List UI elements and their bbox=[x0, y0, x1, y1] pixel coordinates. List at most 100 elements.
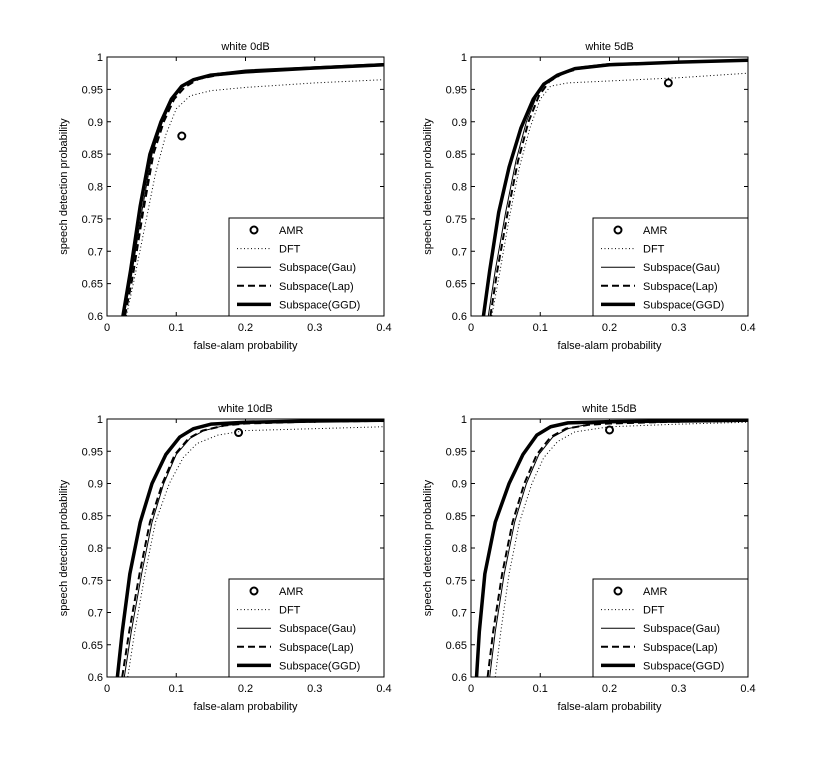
y-tick-label: 0.85 bbox=[446, 149, 467, 161]
series-layer bbox=[121, 62, 384, 316]
y-tick-label: 0.75 bbox=[82, 214, 103, 226]
y-tick-label: 0.9 bbox=[88, 479, 103, 491]
amr-marker bbox=[663, 78, 673, 88]
chart-title: white 0dB bbox=[220, 41, 269, 53]
y-axis-label: speech detection probability bbox=[422, 479, 434, 616]
chart-title: white 5dB bbox=[584, 41, 633, 53]
x-axis-label: false-alam probability bbox=[194, 340, 298, 352]
series-line-dft bbox=[125, 79, 384, 316]
y-tick-label: 0.8 bbox=[88, 543, 103, 555]
legend-label: Subspace(Lap) bbox=[643, 281, 718, 293]
y-tick-label: 0.95 bbox=[82, 84, 103, 96]
y-tick-label: 0.8 bbox=[88, 182, 103, 194]
y-tick-label: 0.8 bbox=[452, 182, 467, 194]
y-tick-label: 0.6 bbox=[88, 311, 103, 323]
legend-label: Subspace(Lap) bbox=[279, 281, 354, 293]
legend-label: Subspace(Gau) bbox=[279, 623, 356, 635]
amr-marker bbox=[234, 428, 244, 438]
legend-label: DFT bbox=[643, 605, 665, 617]
legend-label: AMR bbox=[279, 225, 304, 237]
legend-label: Subspace(Lap) bbox=[279, 642, 354, 654]
legend-amr-symbol bbox=[249, 225, 259, 235]
y-tick-label: 0.75 bbox=[446, 214, 467, 226]
series-line-dft bbox=[491, 72, 748, 316]
y-tick-label: 0.7 bbox=[452, 246, 467, 258]
series-layer bbox=[115, 419, 384, 677]
amr-marker bbox=[177, 131, 187, 141]
y-tick-label: 0.7 bbox=[452, 608, 467, 620]
legend-label: Subspace(GGD) bbox=[279, 660, 360, 672]
y-tick-label: 0.65 bbox=[446, 640, 467, 652]
x-tick-label: 0.2 bbox=[602, 322, 617, 334]
legend: AMR DFT Subspace(Gau) Subspace(Lap) Subspace… bbox=[592, 578, 749, 678]
y-tick-label: 0.6 bbox=[452, 311, 467, 323]
y-tick-label: 0.9 bbox=[452, 479, 467, 491]
y-tick-label: 0.95 bbox=[446, 84, 467, 96]
x-tick-label: 0.3 bbox=[307, 322, 322, 334]
y-tick-label: 1 bbox=[461, 52, 467, 64]
legend-label: Subspace(Lap) bbox=[643, 642, 718, 654]
y-tick-label: 0.95 bbox=[82, 446, 103, 458]
x-tick-label: 0 bbox=[468, 683, 474, 695]
y-tick-label: 0.75 bbox=[446, 575, 467, 587]
x-tick-label: 0 bbox=[104, 683, 110, 695]
amr-marker bbox=[605, 425, 614, 435]
legend: AMR DFT Subspace(Gau) Subspace(Lap) Subspace… bbox=[228, 217, 385, 317]
legend-amr-symbol bbox=[613, 586, 623, 596]
x-tick-label: 0.3 bbox=[671, 683, 686, 695]
y-tick-label: 1 bbox=[461, 414, 467, 426]
y-axis-label: speech detection probability bbox=[58, 118, 70, 255]
chart-title: white 15dB bbox=[581, 403, 636, 415]
y-tick-label: 1 bbox=[97, 414, 103, 426]
y-tick-label: 0.7 bbox=[88, 246, 103, 258]
x-tick-label: 0.3 bbox=[307, 683, 322, 695]
chart-panel-3: 0 0.1 0.2 0.3 0.4 0.6 0.65 0.7 0.75 0.8 0.85 0.9 0.9… bbox=[58, 403, 392, 713]
legend-amr-symbol bbox=[249, 586, 259, 596]
y-tick-label: 0.8 bbox=[452, 543, 467, 555]
y-tick-label: 0.85 bbox=[446, 511, 467, 523]
series-layer bbox=[474, 419, 748, 677]
y-tick-label: 0.75 bbox=[82, 575, 103, 587]
y-tick-label: 0.9 bbox=[88, 117, 103, 129]
y-tick-label: 0.65 bbox=[82, 640, 103, 652]
legend-label: DFT bbox=[279, 244, 301, 256]
legend-label: Subspace(GGD) bbox=[643, 660, 724, 672]
x-axis-label: false-alam probability bbox=[558, 340, 662, 352]
x-tick-label: 0.4 bbox=[740, 683, 755, 695]
series-line-dft bbox=[494, 421, 748, 677]
legend-amr-symbol bbox=[613, 225, 623, 235]
y-tick-label: 0.85 bbox=[82, 149, 103, 161]
legend: AMR DFT Subspace(Gau) Subspace(Lap) Subspace… bbox=[228, 578, 385, 678]
legend-label: Subspace(GGD) bbox=[279, 299, 360, 311]
y-axis-label: speech detection probability bbox=[58, 479, 70, 616]
x-axis-label: false-alam probability bbox=[194, 701, 298, 713]
series-line-subspace-ggd bbox=[481, 58, 748, 316]
x-tick-label: 0.2 bbox=[238, 683, 253, 695]
series-line-dft bbox=[127, 426, 384, 677]
y-tick-label: 0.9 bbox=[452, 117, 467, 129]
series-line-subspace-ggd bbox=[474, 419, 748, 677]
x-axis-label: false-alam probability bbox=[558, 701, 662, 713]
legend-label: DFT bbox=[643, 244, 665, 256]
legend: AMR DFT Subspace(Gau) Subspace(Lap) Subspace… bbox=[592, 217, 749, 317]
x-tick-label: 0.2 bbox=[238, 322, 253, 334]
legend-label: AMR bbox=[643, 225, 668, 237]
x-tick-label: 0.1 bbox=[169, 322, 184, 334]
y-tick-label: 0.95 bbox=[446, 446, 467, 458]
legend-label: DFT bbox=[279, 605, 301, 617]
legend-label: Subspace(GGD) bbox=[643, 299, 724, 311]
legend-label: Subspace(Gau) bbox=[643, 623, 720, 635]
x-tick-label: 0.1 bbox=[533, 683, 548, 695]
legend-label: Subspace(Gau) bbox=[643, 262, 720, 274]
y-tick-label: 1 bbox=[97, 52, 103, 64]
y-tick-label: 0.6 bbox=[452, 672, 467, 684]
x-tick-label: 0.4 bbox=[740, 322, 755, 334]
series-line-subspace-ggd bbox=[115, 419, 384, 677]
x-tick-label: 0.4 bbox=[376, 322, 391, 334]
chart-panel-4: 0 0.1 0.2 0.3 0.4 0.6 0.65 0.7 0.75 0.8 0.85 0.9 0.9… bbox=[422, 403, 756, 713]
legend-label: Subspace(Gau) bbox=[279, 262, 356, 274]
series-line-subspace-lap bbox=[489, 59, 748, 316]
y-tick-label: 0.65 bbox=[446, 279, 467, 291]
legend-label: AMR bbox=[279, 586, 304, 598]
